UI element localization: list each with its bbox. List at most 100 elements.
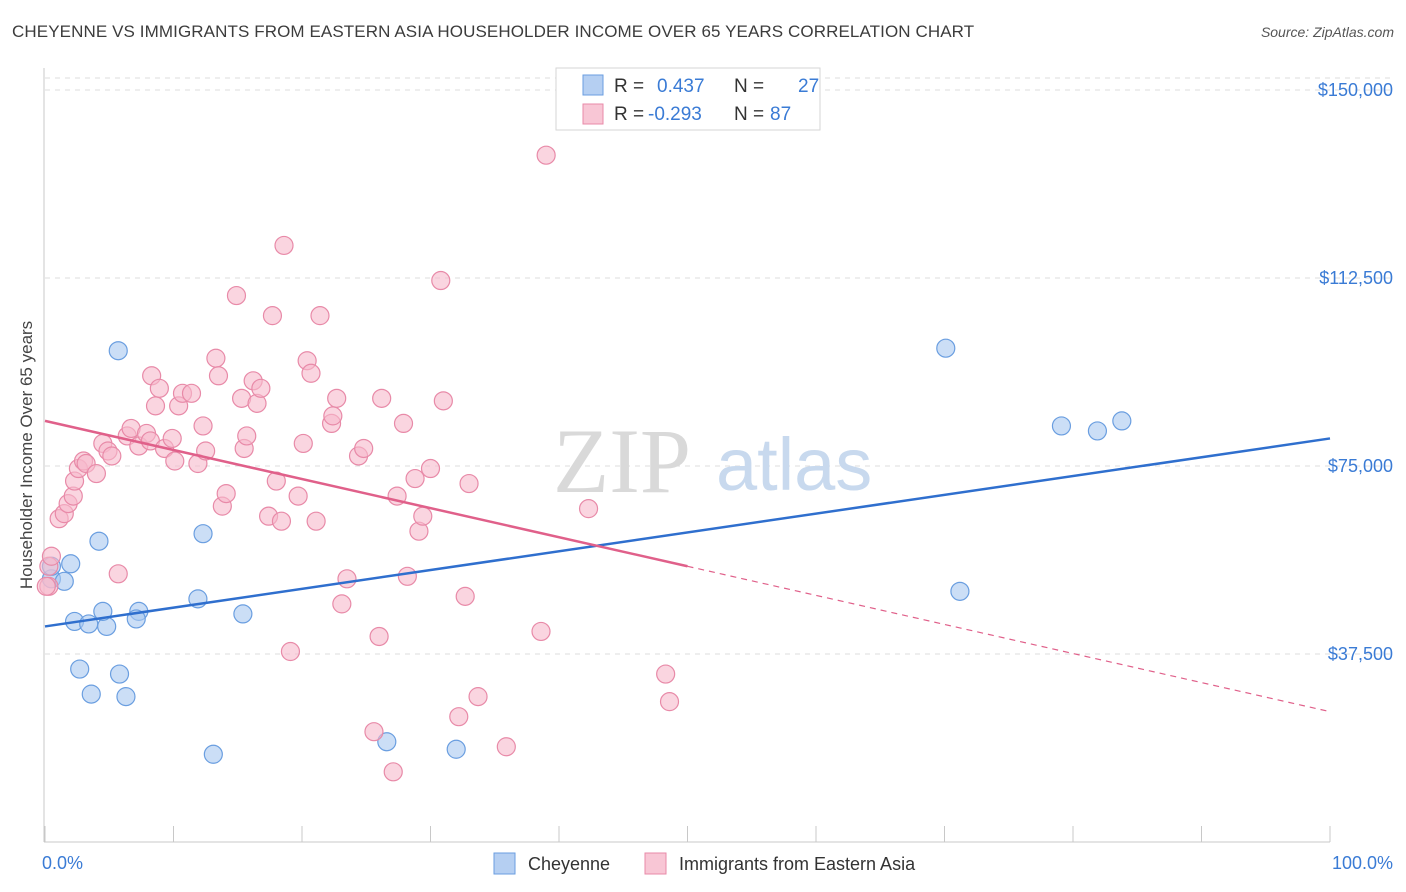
cheyenne-point — [116, 687, 136, 707]
chart-title: CHEYENNE VS IMMIGRANTS FROM EASTERN ASIA… — [12, 22, 975, 41]
immigrants-point — [420, 458, 441, 479]
immigrants-point — [280, 641, 301, 662]
immigrants-point — [310, 306, 330, 326]
immigrants-point — [149, 378, 169, 398]
immigrants-point — [393, 413, 414, 434]
immigrants-point — [86, 463, 107, 484]
legend-r-value-1: 0.437 — [657, 76, 705, 97]
immigrants-point — [288, 486, 308, 506]
legend: R = 0.437 N = 27 R = -0.293 N = 87 — [555, 67, 821, 131]
cheyenne-point — [61, 554, 81, 574]
gridlines — [45, 77, 1395, 655]
immigrants-point — [459, 473, 479, 494]
cheyenne-point — [233, 604, 253, 624]
cheyenne-point — [936, 338, 956, 358]
immigrants-point — [271, 511, 292, 531]
legend-n-value-2: 87 — [770, 104, 791, 125]
y-tick-label: $37,500 — [1328, 644, 1393, 664]
cheyenne-point — [203, 744, 223, 764]
immigrants-point — [36, 576, 56, 596]
immigrants-point — [274, 235, 294, 256]
immigrants-point — [413, 506, 433, 526]
cheyenne-point — [81, 684, 101, 704]
immigrants-point — [306, 511, 326, 531]
immigrants-point — [372, 388, 392, 408]
immigrants-point — [433, 391, 453, 411]
cheyenne-point — [70, 659, 90, 679]
immigrants-point — [323, 406, 343, 426]
cheyenne-point — [89, 531, 109, 551]
cheyenne-point — [377, 732, 397, 752]
y-tick-label: $150,000 — [1318, 80, 1393, 100]
immigrants-point — [656, 664, 676, 684]
cheyenne-point — [193, 524, 213, 544]
immigrants-point — [405, 468, 425, 489]
legend-r-label-2: R = — [614, 104, 644, 125]
watermark-atlas: atlas — [716, 423, 872, 506]
immigrants-point — [216, 483, 236, 504]
immigrants-point — [332, 594, 352, 614]
immigrants-point — [181, 383, 202, 403]
immigrants-point — [262, 306, 283, 326]
cheyenne-point — [93, 601, 113, 621]
y-axis-label: Householder Income Over 65 years — [17, 321, 36, 589]
legend-r-value-2: -0.293 — [648, 104, 702, 125]
watermark: ZIP atlas — [553, 410, 872, 512]
immigrants-point — [165, 451, 185, 471]
immigrants-point — [293, 433, 313, 454]
axes — [43, 68, 1331, 843]
immigrants-point — [145, 396, 166, 416]
immigrants-point — [468, 687, 488, 707]
immigrants-point — [659, 692, 680, 712]
immigrants-point — [193, 416, 213, 436]
immigrants-point — [162, 428, 182, 449]
immigrants-point — [383, 762, 403, 782]
legend-r-label-1: R = — [614, 76, 644, 97]
immigrants-point — [449, 707, 469, 727]
legend-n-value-1: 27 — [798, 76, 819, 97]
legend-n-label-2: N = — [734, 104, 764, 125]
legend-swatch-immigrants — [582, 103, 604, 125]
cheyenne-point — [1112, 411, 1132, 431]
x-tick-label-max: 100.0% — [1332, 853, 1393, 873]
chart-source: Source: ZipAtlas.com — [1260, 24, 1394, 40]
immigrants-point — [102, 446, 122, 466]
cheyenne-point — [1087, 421, 1108, 441]
immigrants-point — [251, 378, 271, 398]
immigrants-point — [237, 426, 257, 446]
bottom-legend-label-cheyenne: Cheyenne — [528, 854, 610, 874]
immigrants-point — [369, 626, 389, 647]
immigrants-point — [226, 285, 247, 306]
x-tick-label-min: 0.0% — [42, 853, 83, 873]
legend-n-label-1: N = — [734, 76, 764, 97]
immigrants-point — [536, 145, 556, 165]
immigrants-point — [531, 621, 551, 642]
legend-swatch-cheyenne — [582, 74, 604, 96]
bottom-legend-swatch-cheyenne — [493, 852, 516, 875]
cheyenne-trend-line — [44, 437, 1331, 628]
immigrants-point — [108, 564, 128, 584]
immigrants-point — [208, 366, 229, 386]
immigrants-point — [455, 586, 475, 606]
immigrants-point — [431, 270, 451, 291]
bottom-legend: Cheyenne Immigrants from Eastern Asia — [493, 852, 916, 875]
trend-lines — [44, 419, 1331, 713]
immigrants-point — [354, 438, 374, 459]
bottom-legend-swatch-immigrants — [644, 852, 667, 875]
immigrants-point — [301, 363, 321, 383]
cheyenne-point — [1051, 416, 1072, 436]
immigrants-point — [206, 348, 226, 368]
cheyenne-point — [446, 739, 466, 759]
y-tick-label: $112,500 — [1319, 268, 1393, 288]
cheyenne-point — [109, 664, 130, 684]
immigrants-point — [327, 388, 347, 408]
immigrants-point — [41, 546, 62, 566]
bottom-legend-label-immigrants: Immigrants from Eastern Asia — [679, 854, 916, 874]
immigrants-trend-line — [44, 419, 688, 568]
immigrants-trend-extension — [687, 565, 1331, 713]
immigrants-point — [364, 722, 384, 742]
immigrants-point — [578, 499, 599, 519]
cheyenne-point — [79, 614, 99, 634]
cheyenne-point — [108, 341, 128, 361]
